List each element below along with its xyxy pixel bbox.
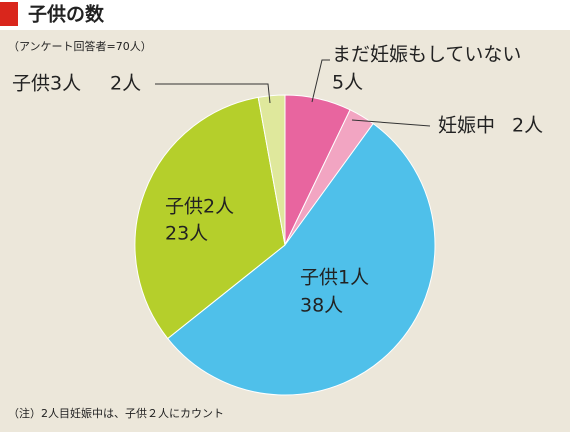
pie-slice bbox=[167, 122, 436, 396]
value-label: 2人 bbox=[512, 115, 543, 137]
value-label: 2人 bbox=[110, 73, 141, 95]
slice-label: 子供2人 bbox=[165, 196, 234, 218]
title-bar bbox=[0, 0, 570, 30]
slice-label: 子供3人 bbox=[12, 73, 81, 95]
slice-label: 子供1人 bbox=[300, 267, 369, 289]
leader-line bbox=[311, 59, 330, 103]
subtitle: （アンケート回答者=70人） bbox=[8, 39, 152, 53]
value-label: 38人 bbox=[300, 295, 343, 317]
pie-slice bbox=[134, 96, 286, 340]
value-label: 23人 bbox=[165, 223, 208, 245]
chart-title: 子供の数 bbox=[28, 3, 105, 26]
value-label: 5人 bbox=[332, 72, 363, 94]
note: （注）2人目妊娠中は、子供２人にカウント bbox=[8, 406, 224, 420]
slice-label: 妊娠中 bbox=[438, 115, 495, 137]
title-marker bbox=[0, 2, 18, 26]
pie-slice bbox=[257, 94, 286, 246]
leader-line bbox=[351, 119, 431, 127]
leader-line bbox=[155, 83, 271, 104]
slice-label: まだ妊娠もしていない bbox=[332, 44, 521, 66]
